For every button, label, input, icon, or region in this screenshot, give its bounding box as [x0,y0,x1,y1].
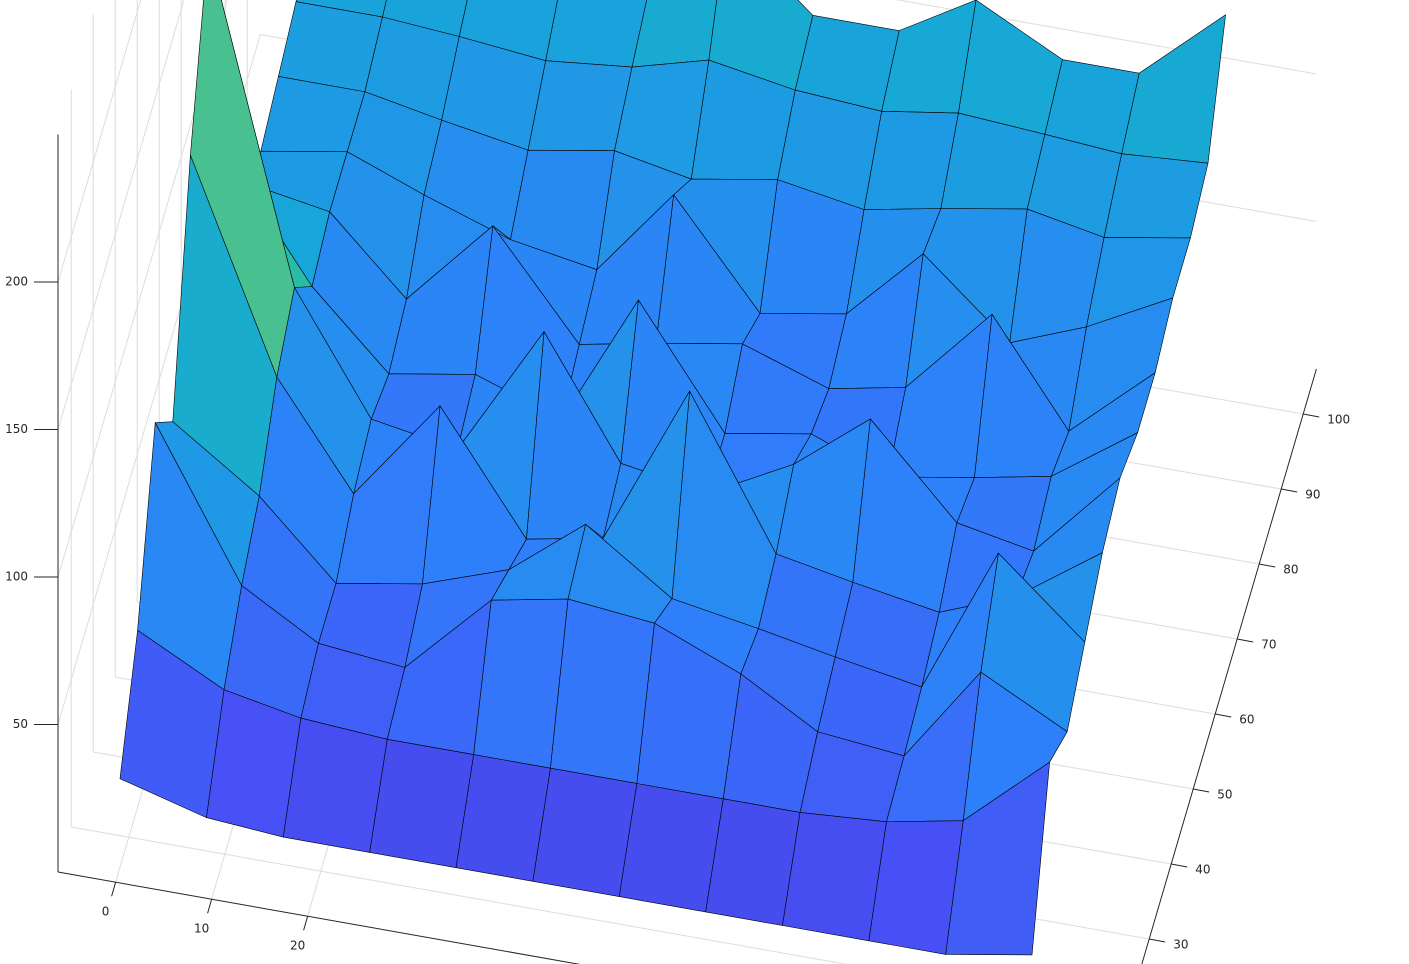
surface-face [532,767,638,897]
surface-face [282,717,388,853]
grid-line [71,826,848,964]
y-tick [1171,863,1188,868]
x-tick-label: 0 [102,905,110,919]
y-tick [1259,563,1276,568]
x-tick-label: 10 [194,922,209,936]
y-tick-label: 50 [1217,788,1232,802]
surface-face [278,1,383,93]
z-tick-label: 50 [13,717,28,731]
axis-line [1141,368,1317,964]
z-tick-label: 200 [5,275,28,289]
y-tick-label: 30 [1173,938,1188,952]
y-tick [1215,713,1232,718]
surface-face [119,629,225,818]
grid-line [57,0,185,430]
surface-face [369,738,474,869]
surface-face [782,812,887,942]
y-tick [1281,488,1298,493]
surface-face [527,60,633,151]
y-tick-label: 60 [1239,713,1254,727]
x-tick [111,882,117,897]
z-tick-label: 100 [5,570,28,584]
z-tick-label: 150 [5,422,28,436]
grid-line [57,0,228,578]
surface-face [545,0,647,68]
x-tick [207,899,213,914]
x-tick-label: 20 [290,939,305,953]
surface-face [1103,153,1209,239]
grid-line [895,0,1317,75]
y-tick-label: 80 [1283,563,1298,577]
y-tick [1149,938,1166,943]
surface-face [550,598,655,784]
surface-face [1121,14,1226,164]
y-tick [1193,788,1210,793]
y-tick-label: 100 [1327,413,1350,427]
x-tick [303,916,309,931]
surface-face [618,783,724,913]
y-tick [1237,638,1254,643]
y-tick-label: 70 [1261,638,1276,652]
axis-line [57,871,581,964]
y-tick [1303,413,1320,418]
grid-line [57,0,142,283]
y-tick-label: 90 [1305,488,1320,502]
y-tick-label: 40 [1195,863,1210,877]
